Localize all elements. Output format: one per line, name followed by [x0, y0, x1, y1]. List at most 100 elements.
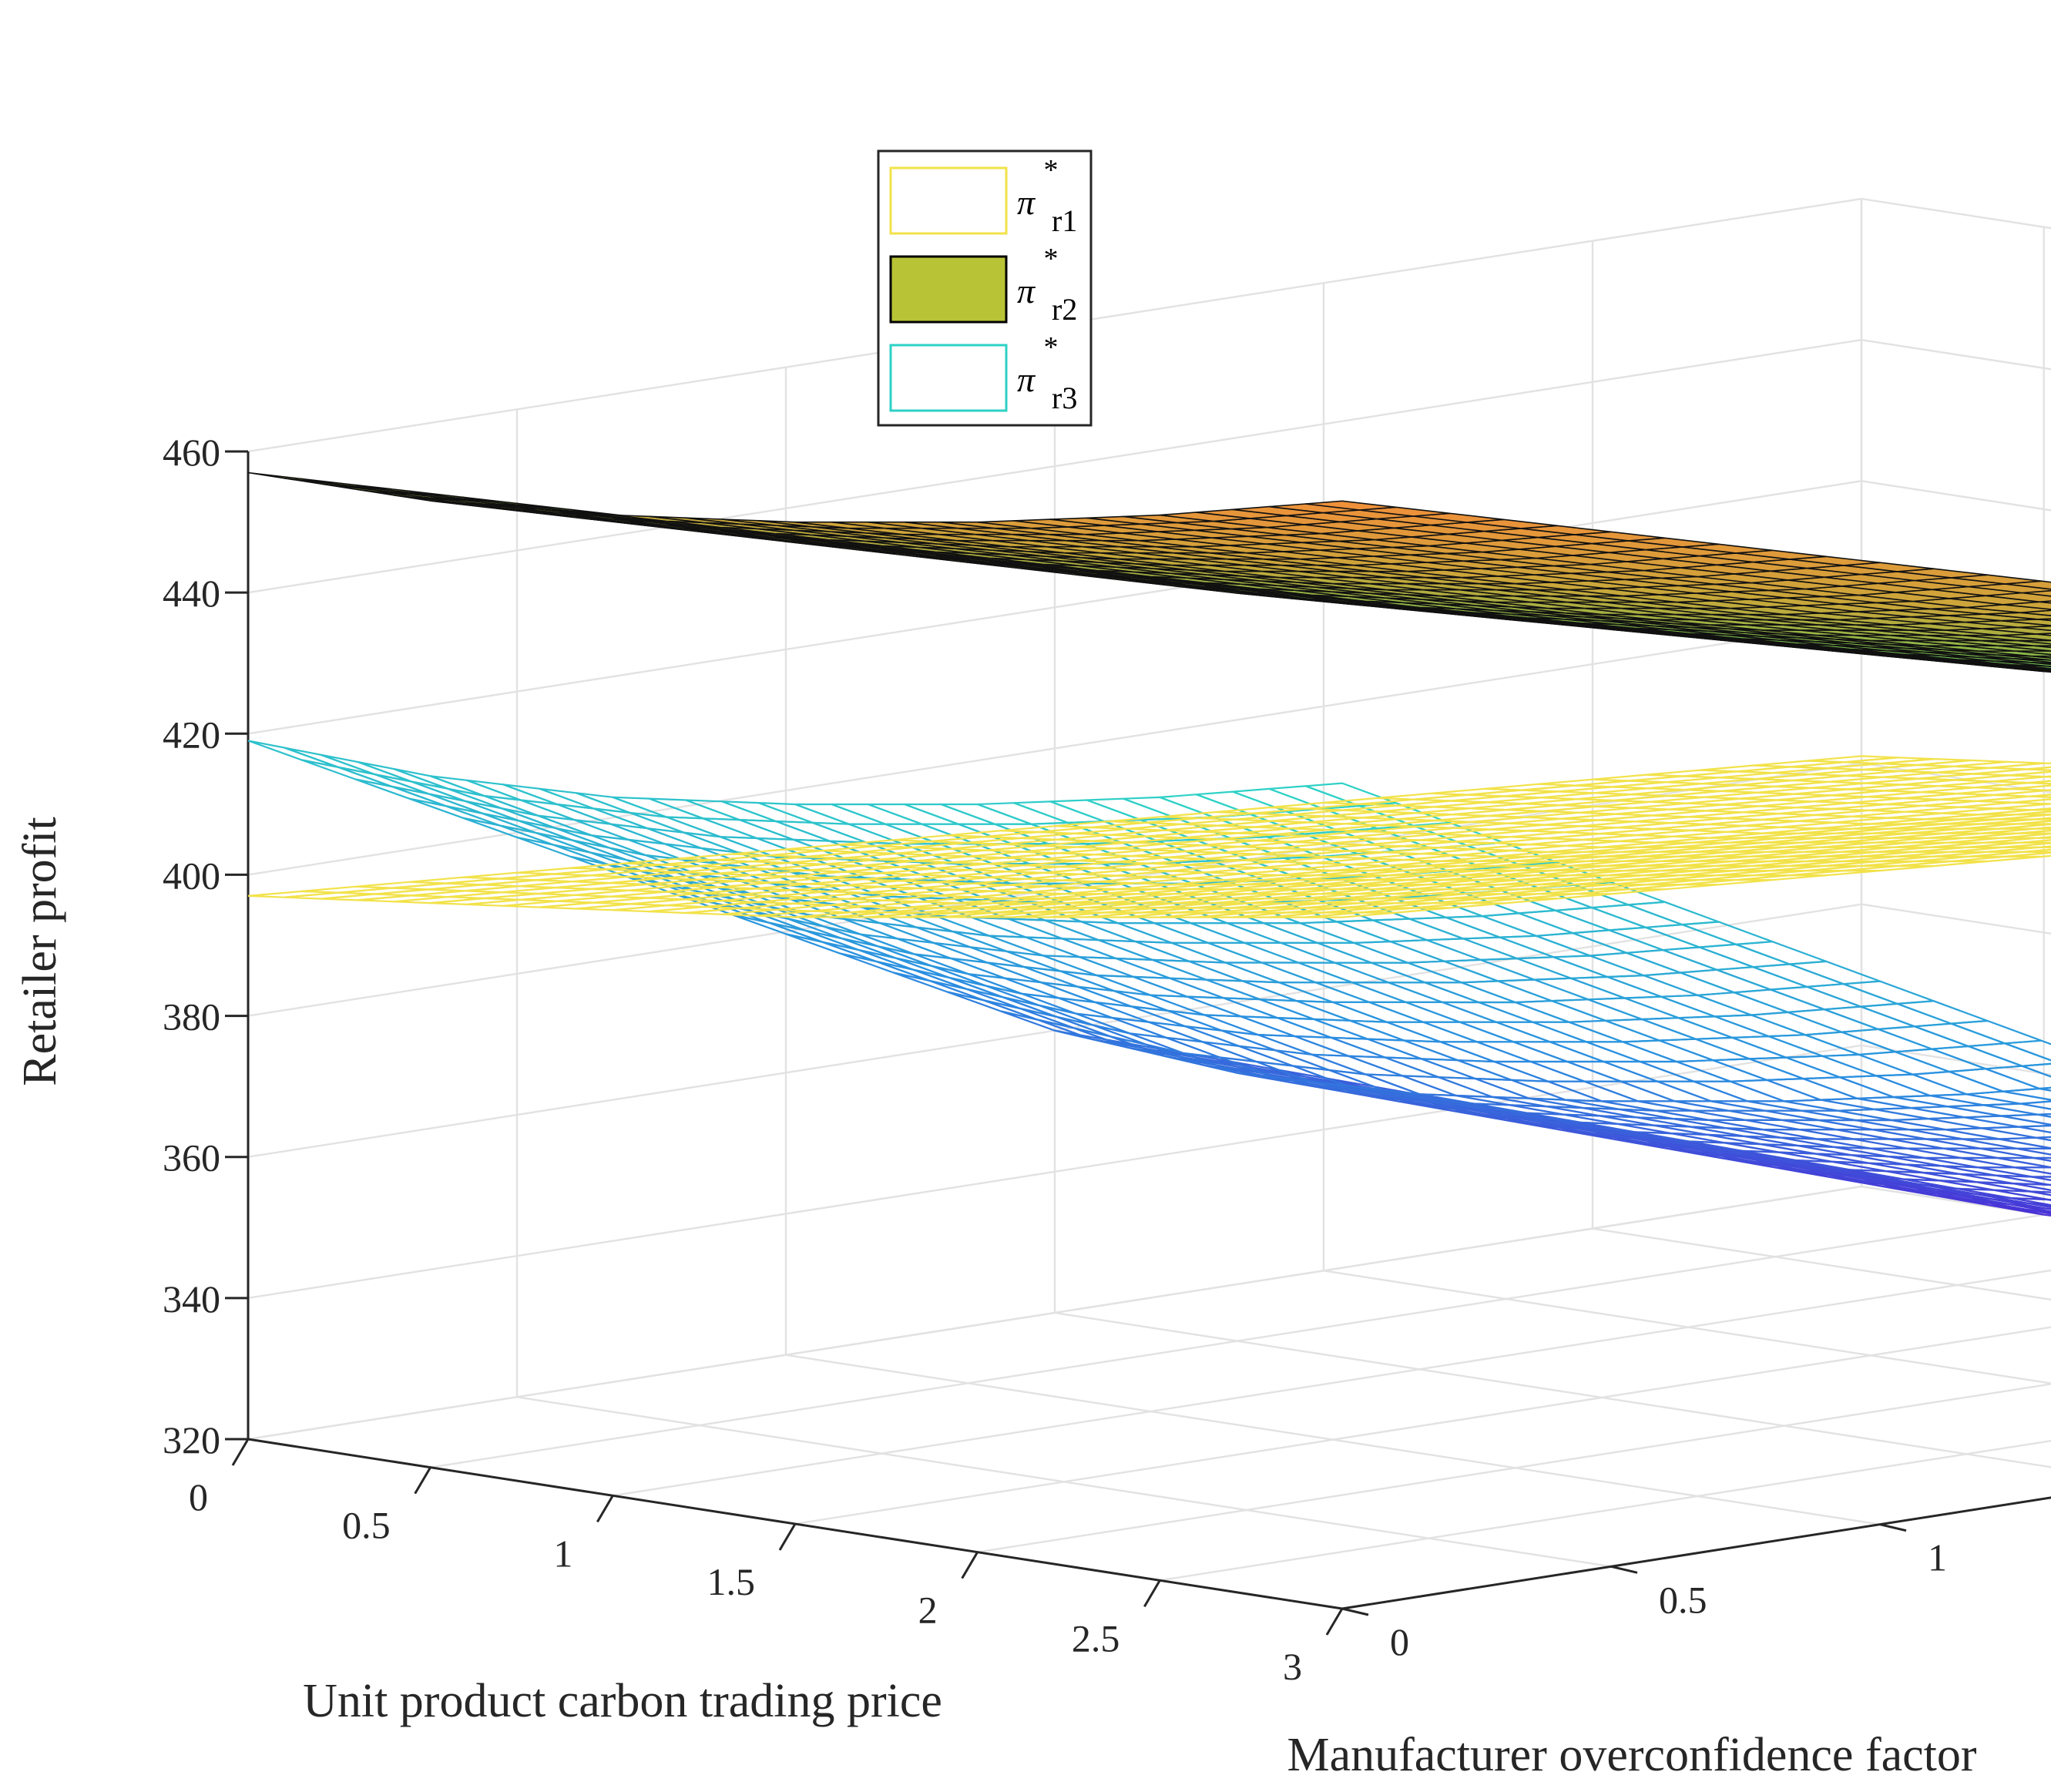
legend: π * r1 π * r2 π * r3 [877, 148, 1093, 427]
surface-cell [1131, 1005, 1222, 1032]
surface-cell [1184, 1025, 1276, 1052]
x-tick-label: 0 [189, 1475, 208, 1519]
surface-cell [1968, 1042, 2051, 1067]
grid-floor-y [1592, 1227, 2051, 1301]
surface-r1 [247, 755, 2051, 918]
x-axis-title: Unit product carbon trading price [303, 1675, 942, 1727]
grid-wall-z2 [1861, 197, 2051, 230]
surface-cell [247, 740, 339, 768]
y-tick-label: 1 [1928, 1536, 1947, 1579]
surface-cell [2022, 1062, 2051, 1078]
x-tick [231, 1438, 250, 1466]
grid-floor-x [613, 1269, 2051, 1497]
surface-cell [1221, 1029, 1313, 1055]
grid-wall-z2 [1861, 1185, 2051, 1217]
x-tick [778, 1523, 797, 1551]
surface-cell [1304, 500, 1397, 511]
surface-cell [898, 911, 990, 937]
z-tick-label: 320 [163, 1418, 220, 1461]
x-tick [414, 1466, 431, 1495]
axes-ticks: 320 340 360 380 400 420 440 460 0 0.5 1 1.5 2 2.5 3 0 0.… [163, 431, 2051, 1688]
grid-floor-x [977, 1383, 2051, 1553]
surface-cell [952, 931, 1044, 957]
z-tick-label: 400 [163, 854, 220, 897]
surface-cell [1004, 977, 1096, 1003]
surface-cell [933, 941, 1025, 968]
x-tick-label: 0.5 [342, 1504, 391, 1547]
surface-r2 [247, 471, 2051, 673]
x-tick-label: 2 [918, 1589, 938, 1632]
surface-cell [1023, 965, 1115, 992]
surface-cell [1275, 1049, 1366, 1076]
surface-r3 [247, 740, 2051, 1216]
grid-wall-z [247, 1044, 1862, 1300]
surface-cell [1113, 990, 1205, 1016]
surface-cell [1077, 985, 1169, 1012]
y-tick [1610, 1565, 1638, 1574]
legend-label-r3: π * r3 [1017, 325, 1077, 415]
grid-floor-x [794, 1326, 2051, 1525]
y-tick [1879, 1523, 1907, 1532]
legend-swatch-r3 [889, 344, 1008, 412]
surface-cell [539, 787, 631, 814]
legend-swatch-r1 [889, 166, 1008, 235]
z-axis-title: Retailer profit [14, 817, 66, 1086]
surface-cell [1305, 911, 1396, 918]
surface-cell [1628, 901, 1719, 926]
grid-floor-y [516, 1396, 1612, 1568]
z-tick-label: 440 [163, 572, 220, 615]
surfaces [247, 471, 2051, 1216]
grid-wall-z2 [1861, 338, 2051, 371]
surface-cell [576, 792, 667, 818]
x-tick-label: 2.5 [1072, 1616, 1120, 1659]
x-tick [961, 1551, 979, 1579]
surface-cell [1789, 960, 1881, 985]
grid-wall-z2 [1861, 903, 2051, 935]
surface-cell [646, 827, 738, 854]
surface-cell [593, 807, 684, 834]
surface-cell [1735, 941, 1827, 965]
surface-cell [1681, 921, 1773, 945]
surface-cell [1059, 970, 1151, 996]
z-tick-label: 460 [163, 431, 220, 474]
y-tick-label: 0.5 [1659, 1578, 1707, 1621]
grid-floor-y [1323, 1270, 2051, 1384]
grid-floor-y [785, 1354, 1881, 1525]
surface-cell [610, 823, 702, 849]
surface-cell [1167, 1009, 1259, 1036]
grid-wall-z [247, 480, 1862, 735]
y-axis-title: Manufacturer overconfidence factor [1287, 1729, 1976, 1781]
x-tick [1325, 1608, 1344, 1636]
surface-cell [987, 961, 1079, 988]
y-tick [1341, 1607, 1369, 1616]
legend-label-r1: π * r1 [1017, 148, 1077, 238]
x-tick-label: 1 [553, 1532, 572, 1575]
surface-cell [1006, 950, 1097, 977]
z-tick-label: 420 [163, 713, 220, 756]
surface-cell [1305, 782, 1397, 807]
legend-swatch-r2 [889, 255, 1008, 324]
surface-cell [1112, 1017, 1203, 1043]
z-tick-label: 340 [163, 1277, 220, 1321]
surface-cell [969, 946, 1061, 972]
surface-cell [1897, 1000, 1988, 1025]
surface-cell [629, 811, 721, 838]
surface-cell [1148, 1021, 1240, 1047]
grid-wall-z [247, 621, 1862, 876]
surface-cell [1238, 1045, 1330, 1072]
z-tick-label: 380 [163, 995, 220, 1039]
x-tick [596, 1495, 614, 1523]
x-tick [1143, 1579, 1161, 1608]
grid-wall-z [247, 1185, 1862, 1441]
grid-wall-z [247, 338, 1862, 594]
surface-cell [915, 926, 1007, 952]
grid-wall-z2 [1861, 480, 2051, 512]
legend-label-r2: π * r2 [1017, 237, 1077, 327]
surface-cell [879, 922, 971, 948]
surface-cell [683, 831, 775, 857]
x-tick-label: 3 [1283, 1645, 1302, 1688]
y-tick-label: 0 [1390, 1620, 1409, 1663]
grid-floor-y [1054, 1311, 2051, 1468]
surface-cell [1843, 980, 1935, 1005]
